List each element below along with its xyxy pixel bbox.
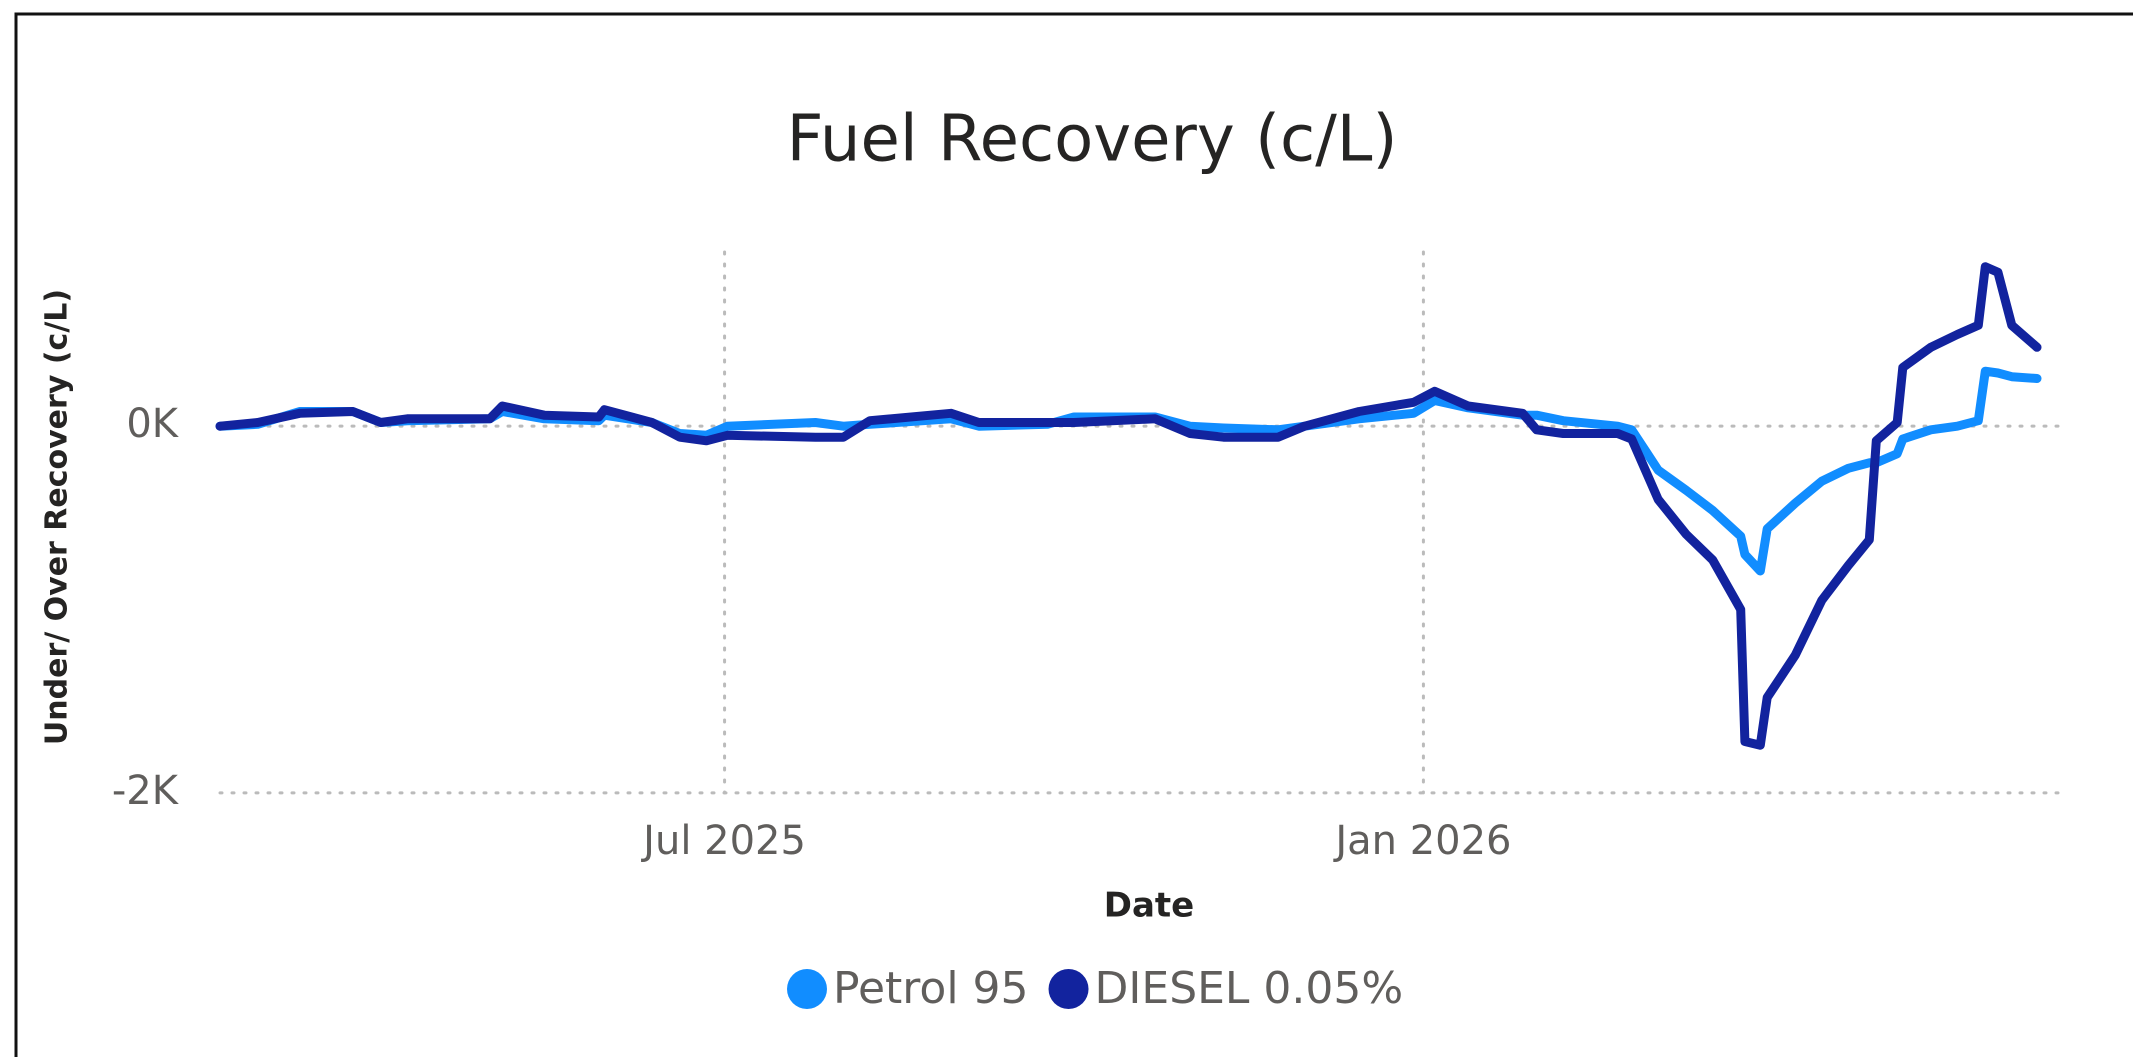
legend-marker — [1048, 969, 1089, 1009]
legend-label: DIESEL 0.05% — [1095, 963, 1404, 1014]
x-axis-label: Date — [1104, 886, 1194, 926]
y-tick-label: -2K — [112, 768, 180, 814]
frame — [14, 12, 2133, 1057]
x-tick-label: Jul 2025 — [640, 818, 806, 864]
legend-marker — [787, 969, 827, 1009]
chart-title: Fuel Recovery (c/L) — [787, 103, 1398, 177]
legend-label: Petrol 95 — [833, 963, 1029, 1014]
series-line — [215, 262, 2042, 750]
x-tick-label: Jan 2026 — [1332, 818, 1511, 864]
y-axis-label: Under/ Over Recovery (c/L) — [40, 289, 75, 745]
y-tick-label: 0K — [126, 401, 179, 447]
